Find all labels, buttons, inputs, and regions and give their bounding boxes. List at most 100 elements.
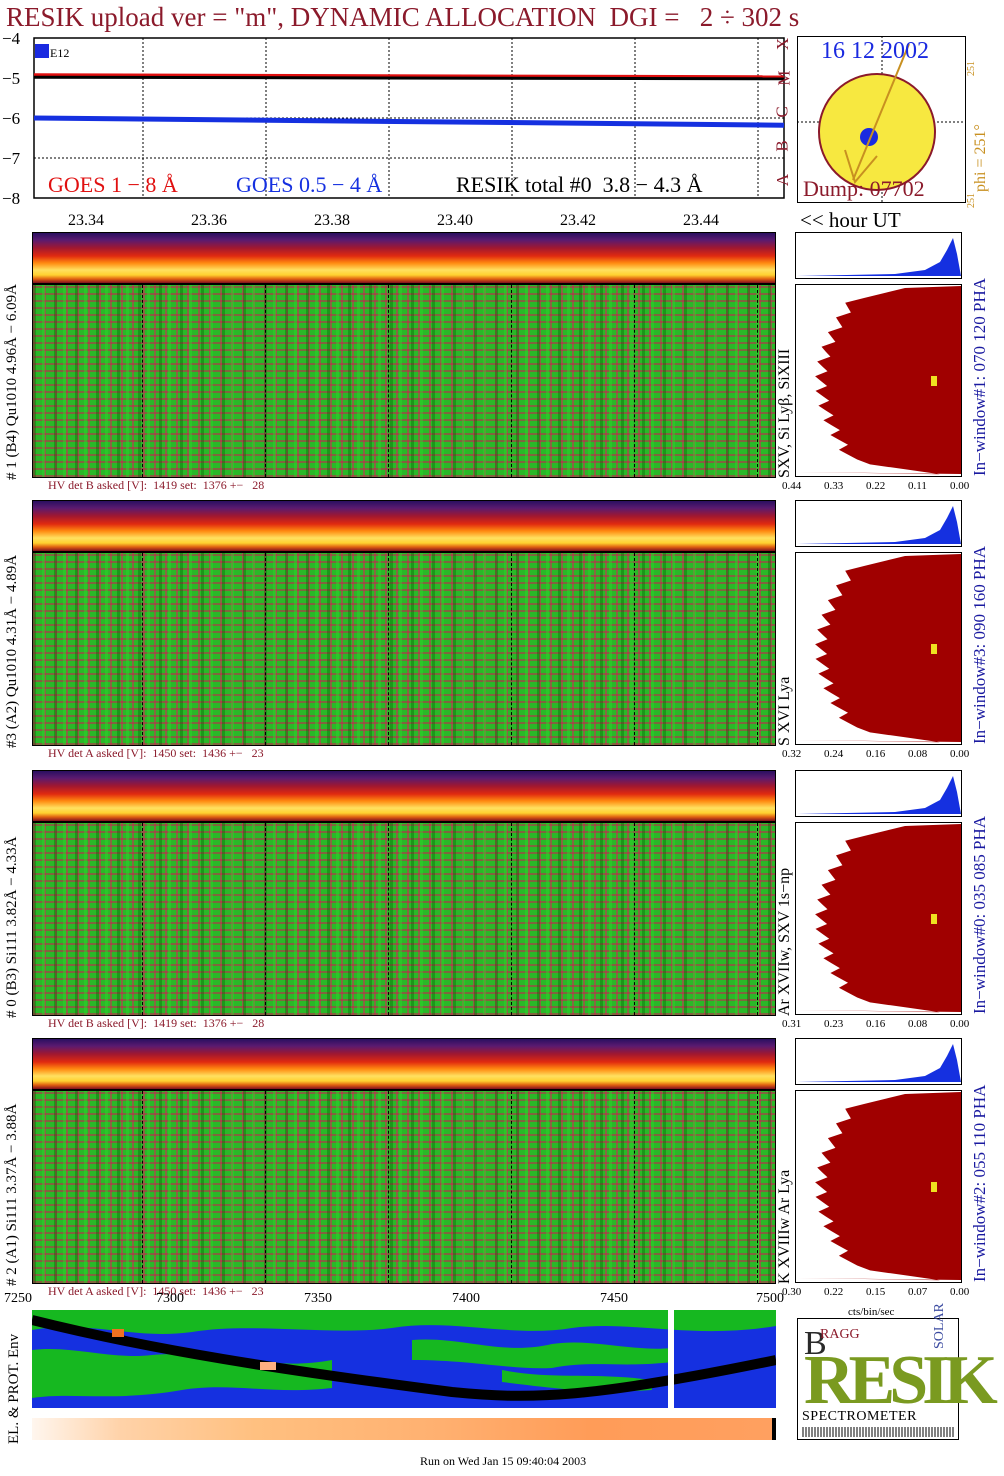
image-grid-line: [511, 285, 512, 477]
goes-class-letters: X M C B A: [772, 30, 799, 205]
image-grid-line: [757, 823, 758, 1015]
pha-tick-label: 0.16: [866, 748, 886, 760]
spectrum-strip: [32, 232, 776, 284]
flag-marker: [35, 44, 49, 58]
flag-label: E12: [50, 46, 69, 60]
env-tick-label: 7350: [304, 1291, 332, 1306]
in-window-label: In−window#1: 070 120 PHA: [970, 277, 989, 476]
sun-date: 16 12 2002: [821, 38, 929, 64]
pha-tick-label: 0.31: [782, 1018, 802, 1030]
legend-goes-long: GOES 1 − 8 Å: [48, 172, 178, 197]
sun-dump: Dump: 07702: [803, 176, 925, 201]
channel-side-label: # 2 (A1) Si111 3.37Å − 3.88Å: [4, 1103, 20, 1286]
page-title: RESIK upload ver = "m", DYNAMIC ALLOCATI…: [6, 2, 800, 32]
env-intensity-bar: [32, 1418, 776, 1440]
resik-logo: B RAGG RESIK SOLAR SPECTROMETER: [797, 1303, 998, 1440]
pha-tick-label: 0.32: [782, 748, 802, 760]
goes-class-letter: M: [774, 70, 794, 86]
goes-panel: −4 −5 −6 −7 −8 E12 GOES 1 − 8 Å GOES 0.5 − 4…: [0, 29, 800, 208]
logo-side: SOLAR: [932, 1303, 947, 1349]
image-grid-line: [265, 553, 266, 745]
pha-histogram: [795, 284, 962, 477]
goes-ytick-label: −8: [2, 189, 20, 205]
spectral-line-label: K XVIIIw Ar Lya: [776, 1169, 793, 1284]
spectral-line-label: Ar XVIIw, SXV 1s−np: [776, 867, 793, 1016]
pha-tick-label: 0.11: [908, 480, 927, 492]
image-grid-line: [757, 1091, 758, 1283]
goes-series-line-2: [33, 75, 785, 81]
orbit-marker-2: [260, 1362, 276, 1370]
image-grid-line: [142, 553, 143, 745]
env-axis: 7250 7300 7350 7400 7450 7500: [4, 1291, 784, 1311]
image-grid-line: [388, 1091, 389, 1283]
goes-chart: −4 −5 −6 −7 −8 E12: [2, 29, 785, 208]
pha-histogram: [795, 552, 962, 745]
pha-unit: cts/bin/sec: [848, 1306, 895, 1318]
phi-direction-arrow: [852, 43, 910, 181]
image-grid-line: [142, 1091, 143, 1283]
pha-tick-label: 0.44: [782, 480, 802, 492]
image-grid-line: [634, 823, 635, 1015]
spectral-line-label: S XVI Lya: [776, 676, 793, 746]
env-tick-label: 7250: [4, 1291, 32, 1306]
pha-tick-label: 0.07: [908, 1286, 928, 1298]
goes-class-letter: C: [772, 106, 792, 118]
goes-class-letter: X: [773, 37, 793, 51]
env-panel: [30, 1310, 778, 1408]
pha-tick-label: 0.30: [782, 1286, 802, 1298]
sun-disk: [818, 73, 936, 191]
channel-side-label: #3 (A2) Qu1010 4.31Å − 4.89Å: [4, 554, 20, 748]
pha-tick-label: 0.22: [866, 480, 886, 492]
pha-mini-histogram: [795, 232, 962, 279]
hv-readout: HV det A asked [V]: 1450 set: 1436 +− 23: [48, 1284, 264, 1298]
pha-tick-label: 0.00: [950, 1286, 970, 1298]
goes-ytick-label: −5: [2, 69, 20, 88]
pha-tick-label: 0.08: [908, 748, 928, 760]
time-tick-label: 23.40: [437, 212, 473, 229]
image-grid-line: [511, 553, 512, 745]
time-tick-label: 23.42: [560, 212, 596, 229]
env-zone-left: [32, 1348, 332, 1398]
logo-fine-print: [802, 1427, 954, 1437]
goes-ytick-label: −7: [2, 149, 21, 168]
in-window-label: In−window#3: 090 160 PHA: [970, 545, 989, 744]
orbit-marker-1: [112, 1329, 124, 1337]
goes-class-letter: B: [772, 140, 792, 152]
spectrum-strip: [32, 1038, 776, 1090]
hv-readout: HV det B asked [V]: 1419 set: 1376 +− 28: [48, 478, 265, 492]
image-grid-line: [265, 285, 266, 477]
image-grid-line: [142, 823, 143, 1015]
in-window-label: In−window#0: 035 085 PHA: [970, 815, 989, 1014]
env-map: [30, 1310, 778, 1408]
sun-panel: 16 12 2002 Dump: 07702: [797, 36, 967, 204]
env-tick-label: 7300: [156, 1291, 184, 1306]
pha-histogram: [795, 1090, 962, 1283]
env-gap: [668, 1310, 674, 1408]
pha-mini-histogram: [795, 500, 962, 547]
pha-tick-label: 0.00: [950, 1018, 970, 1030]
detector-image: [32, 552, 776, 746]
env-zone-middle: [412, 1339, 672, 1369]
env-tick-label: 7450: [600, 1291, 628, 1306]
hv-readout: HV det A asked [V]: 1450 set: 1436 +− 23: [48, 746, 264, 760]
goes-series-line-1: [33, 115, 785, 128]
in-window-label: In−window#2: 055 110 PHA: [970, 1084, 989, 1282]
time-axis: 23.34 23.36 23.38 23.40 23.42 23.44: [34, 210, 774, 234]
logo-top-small: RAGG: [820, 1327, 860, 1342]
logo-letters: RESIK: [804, 1342, 998, 1419]
image-grid-line: [142, 285, 143, 477]
env-tick-label: 7500: [756, 1291, 784, 1306]
arrow-head-icon: [844, 149, 878, 185]
image-grid-line: [634, 553, 635, 745]
image-grid-line: [757, 553, 758, 745]
image-grid-line: [634, 285, 635, 477]
goes-ytick-label: −6: [2, 109, 20, 128]
phi-label: phi = 251°: [972, 124, 989, 192]
legend-resik: RESIK total #0 3.8 − 4.3 Å: [456, 172, 703, 197]
time-tick-label: 23.44: [683, 212, 719, 229]
logo-top-letter: B: [804, 1325, 827, 1362]
time-tick-label: 23.34: [68, 212, 104, 229]
spectrum-strip: [32, 500, 776, 552]
run-timestamp: Run on Wed Jan 15 09:40:04 2003: [420, 1454, 587, 1468]
legend-goes-short: GOES 0.5 − 4 Å: [236, 172, 383, 197]
